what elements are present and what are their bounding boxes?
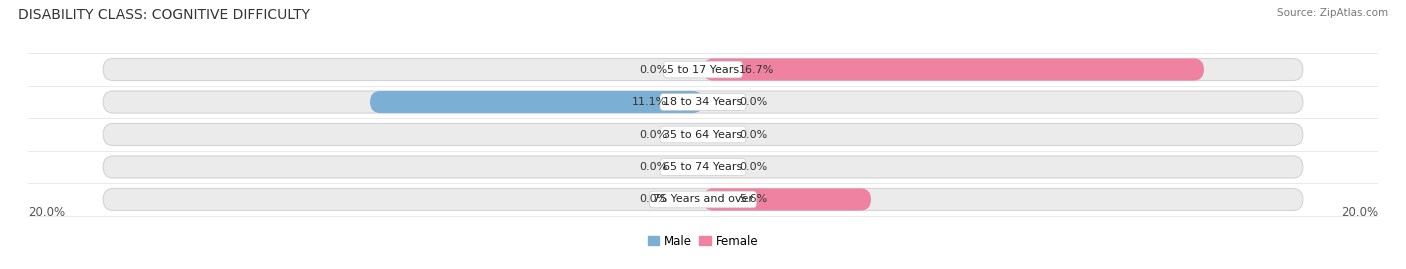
Text: 0.0%: 0.0% — [638, 194, 666, 204]
Text: 20.0%: 20.0% — [28, 206, 65, 219]
Text: 0.0%: 0.0% — [638, 65, 666, 75]
Text: 35 to 64 Years: 35 to 64 Years — [664, 129, 742, 140]
Text: 16.7%: 16.7% — [740, 65, 775, 75]
Text: 0.0%: 0.0% — [740, 162, 768, 172]
FancyBboxPatch shape — [703, 188, 870, 211]
Text: 11.1%: 11.1% — [631, 97, 666, 107]
Legend: Male, Female: Male, Female — [643, 230, 763, 253]
Text: 5.6%: 5.6% — [740, 194, 768, 204]
FancyBboxPatch shape — [703, 58, 1204, 81]
FancyBboxPatch shape — [103, 58, 1303, 81]
Text: 0.0%: 0.0% — [740, 97, 768, 107]
Text: 18 to 34 Years: 18 to 34 Years — [664, 97, 742, 107]
Text: Source: ZipAtlas.com: Source: ZipAtlas.com — [1277, 8, 1388, 18]
Text: 65 to 74 Years: 65 to 74 Years — [664, 162, 742, 172]
Text: DISABILITY CLASS: COGNITIVE DIFFICULTY: DISABILITY CLASS: COGNITIVE DIFFICULTY — [18, 8, 311, 22]
FancyBboxPatch shape — [370, 91, 703, 113]
Text: 0.0%: 0.0% — [740, 129, 768, 140]
FancyBboxPatch shape — [103, 188, 1303, 211]
FancyBboxPatch shape — [103, 91, 1303, 113]
Text: 20.0%: 20.0% — [1341, 206, 1378, 219]
FancyBboxPatch shape — [103, 156, 1303, 178]
Text: 5 to 17 Years: 5 to 17 Years — [666, 65, 740, 75]
FancyBboxPatch shape — [103, 123, 1303, 146]
Text: 0.0%: 0.0% — [638, 129, 666, 140]
Text: 0.0%: 0.0% — [638, 162, 666, 172]
Text: 75 Years and over: 75 Years and over — [652, 194, 754, 204]
